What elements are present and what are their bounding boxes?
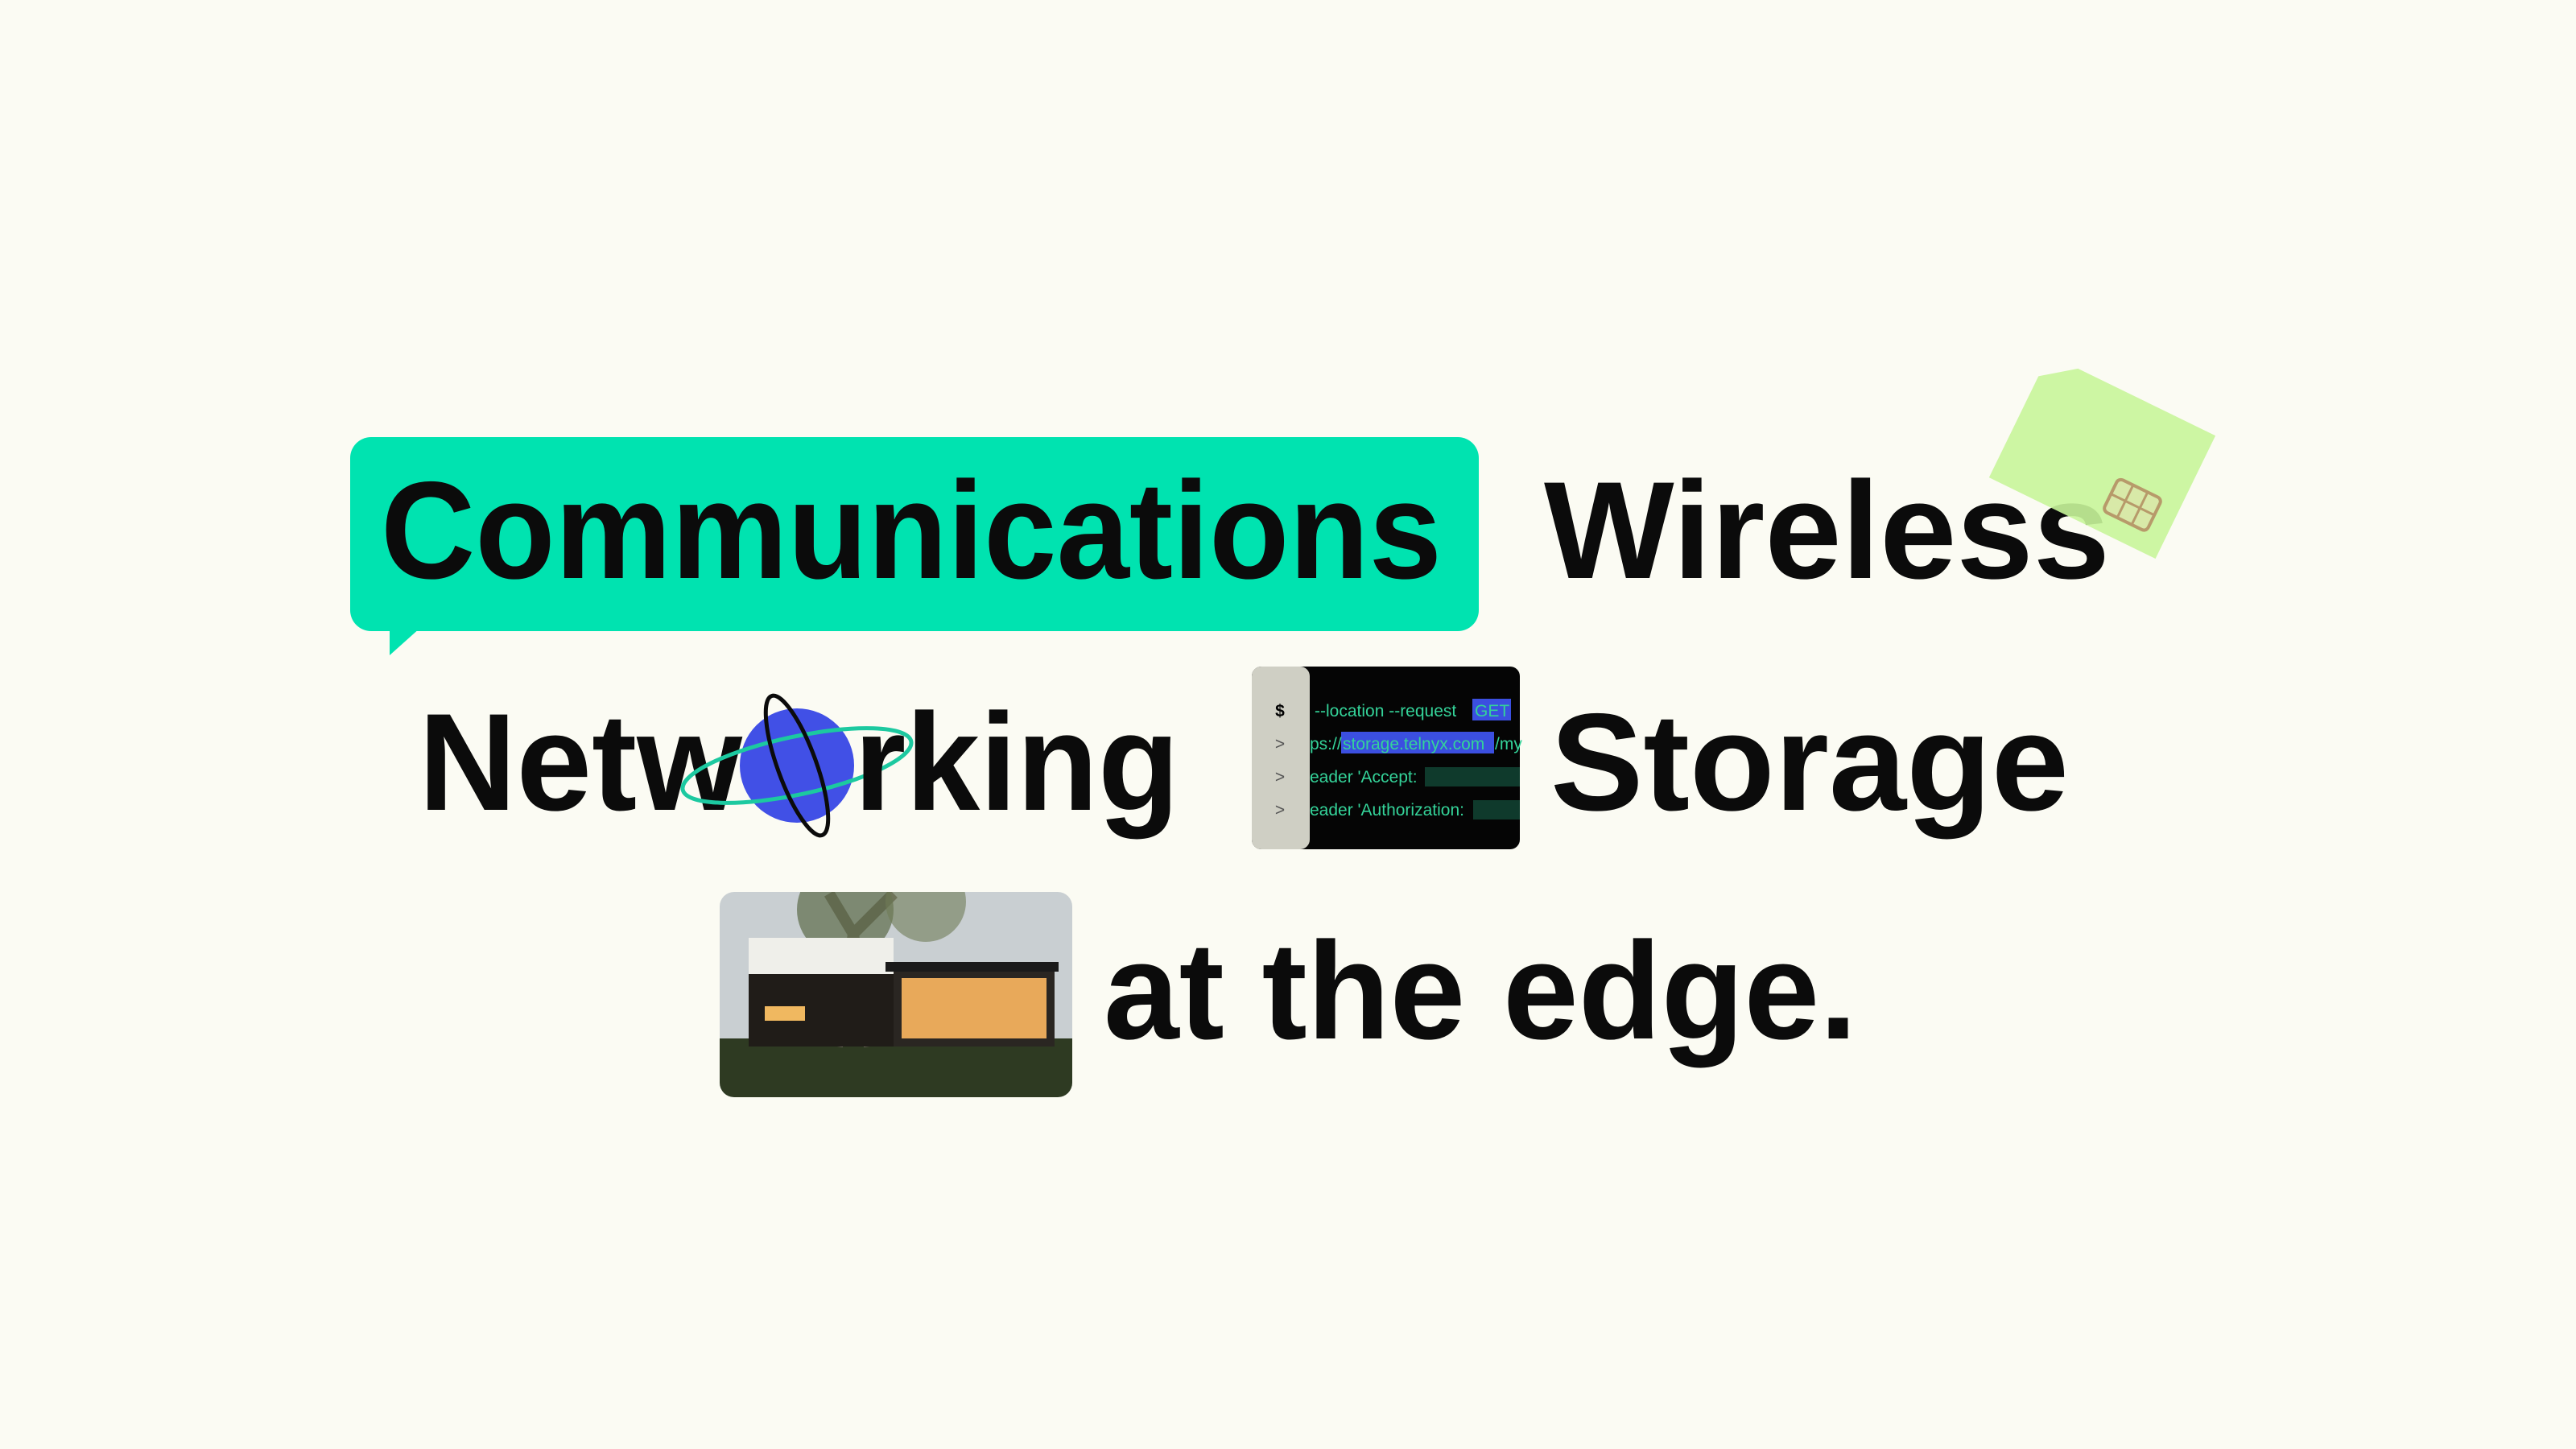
terminal-text: ps:// xyxy=(1310,735,1342,753)
headline-word: at the edge. xyxy=(1104,914,1857,1068)
terminal-prompt: > xyxy=(1275,801,1285,819)
terminal-prompt: $ xyxy=(1275,702,1285,720)
headline-word: Communications xyxy=(381,453,1442,608)
terminal-text: eader 'Accept: xyxy=(1310,768,1418,786)
terminal-prompt: > xyxy=(1275,735,1285,753)
terminal-text: storage.telnyx.com xyxy=(1343,735,1484,753)
terminal-text: GET xyxy=(1475,702,1509,720)
speech-bubble xyxy=(350,437,1479,655)
globe-icon xyxy=(680,693,914,838)
headline-word: rking xyxy=(854,685,1179,840)
terminal-text: --location --request xyxy=(1315,702,1456,720)
headline-word: Netw xyxy=(419,685,743,840)
terminal-text: eader 'Authorization: xyxy=(1310,801,1464,819)
sim-card-icon xyxy=(1988,368,2216,559)
terminal-prompt: > xyxy=(1275,768,1285,786)
house-photo xyxy=(720,892,1072,1097)
terminal-text: /my xyxy=(1495,735,1522,753)
headline-word: Storage xyxy=(1550,685,2069,840)
terminal-card: $ > > > --location --request GET ps:// s… xyxy=(1252,667,1522,849)
